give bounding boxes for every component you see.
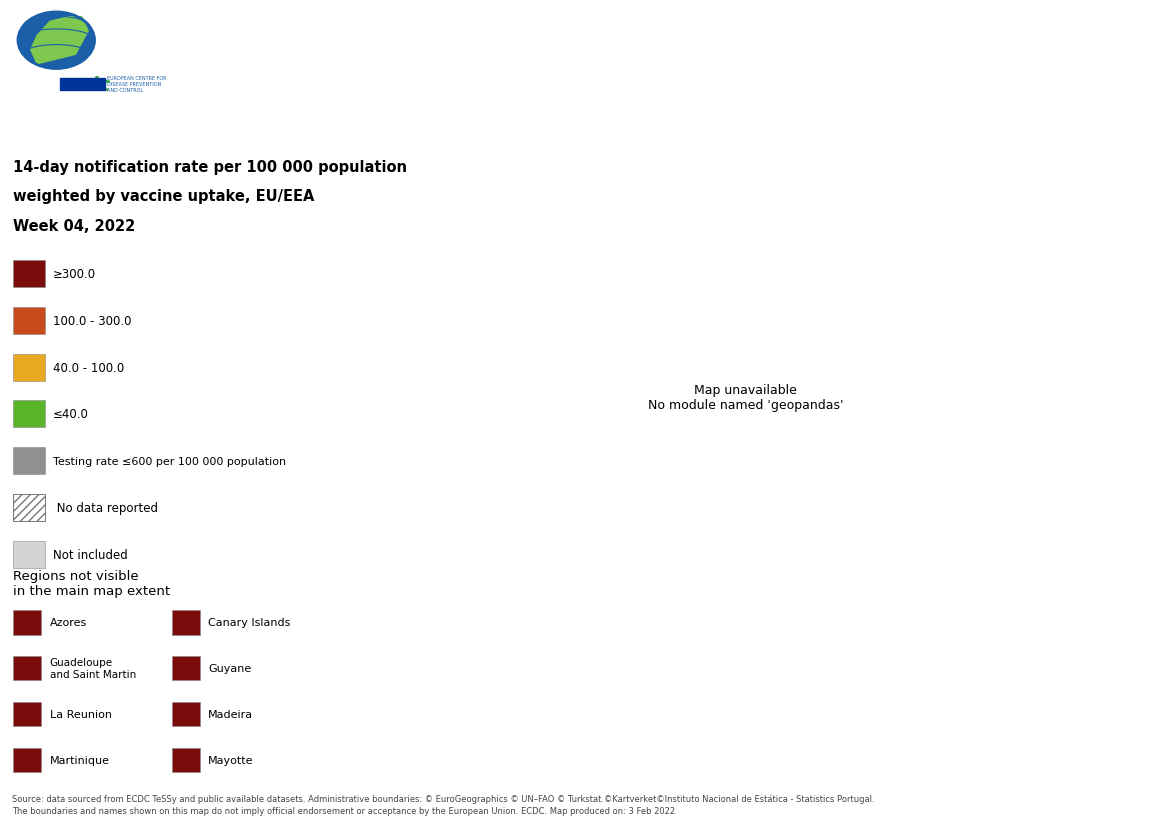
Bar <box>13 656 42 681</box>
Bar <box>13 307 44 334</box>
Text: Not included: Not included <box>53 548 128 561</box>
Bar <box>172 656 200 681</box>
Text: Testing rate ≤600 per 100 000 population: Testing rate ≤600 per 100 000 population <box>53 456 287 466</box>
Text: Madeira: Madeira <box>209 709 253 719</box>
Text: ≥300.0: ≥300.0 <box>53 268 96 281</box>
Bar <box>13 447 44 474</box>
Bar <box>13 610 42 635</box>
Text: Week 04, 2022: Week 04, 2022 <box>13 219 136 233</box>
Text: Mayotte: Mayotte <box>209 755 254 765</box>
Bar <box>13 541 44 568</box>
Text: EUROPEAN CENTRE FOR
DISEASE PREVENTION
AND CONTROL: EUROPEAN CENTRE FOR DISEASE PREVENTION A… <box>107 76 167 93</box>
Bar <box>172 702 200 726</box>
Text: ≤40.0: ≤40.0 <box>53 408 89 421</box>
Text: Guadeloupe
and Saint Martin: Guadeloupe and Saint Martin <box>50 658 136 679</box>
Text: Countries not visible
in the main map extent: Countries not visible in the main map ex… <box>13 818 171 819</box>
Text: 14-day notification rate per 100 000 population: 14-day notification rate per 100 000 pop… <box>13 160 407 174</box>
Circle shape <box>17 13 94 70</box>
Text: weighted by vaccine uptake, EU/EEA: weighted by vaccine uptake, EU/EEA <box>13 189 314 204</box>
Text: La Reunion: La Reunion <box>50 709 111 719</box>
Polygon shape <box>31 17 88 65</box>
Bar <box>13 702 42 726</box>
Text: Martinique: Martinique <box>50 755 109 765</box>
Bar <box>13 401 44 428</box>
Text: 100.0 - 300.0: 100.0 - 300.0 <box>53 314 131 328</box>
Text: Regions not visible
in the main map extent: Regions not visible in the main map exte… <box>13 569 171 597</box>
Bar <box>13 260 44 287</box>
Text: Map unavailable
No module named 'geopandas': Map unavailable No module named 'geopand… <box>647 383 843 411</box>
Text: Azores: Azores <box>50 618 87 627</box>
Bar <box>60 79 104 91</box>
Text: ecdc: ecdc <box>60 76 110 95</box>
Bar <box>13 354 44 381</box>
Text: Canary Islands: Canary Islands <box>209 618 291 627</box>
Bar <box>172 610 200 635</box>
Text: No data reported: No data reported <box>53 501 158 514</box>
Bar <box>172 748 200 772</box>
Text: Source: data sourced from ECDC TeSSy and public available datasets. Administrati: Source: data sourced from ECDC TeSSy and… <box>12 794 875 815</box>
Bar <box>13 748 42 772</box>
Bar <box>13 495 44 522</box>
Text: 40.0 - 100.0: 40.0 - 100.0 <box>53 361 124 374</box>
Text: Guyane: Guyane <box>209 663 252 673</box>
